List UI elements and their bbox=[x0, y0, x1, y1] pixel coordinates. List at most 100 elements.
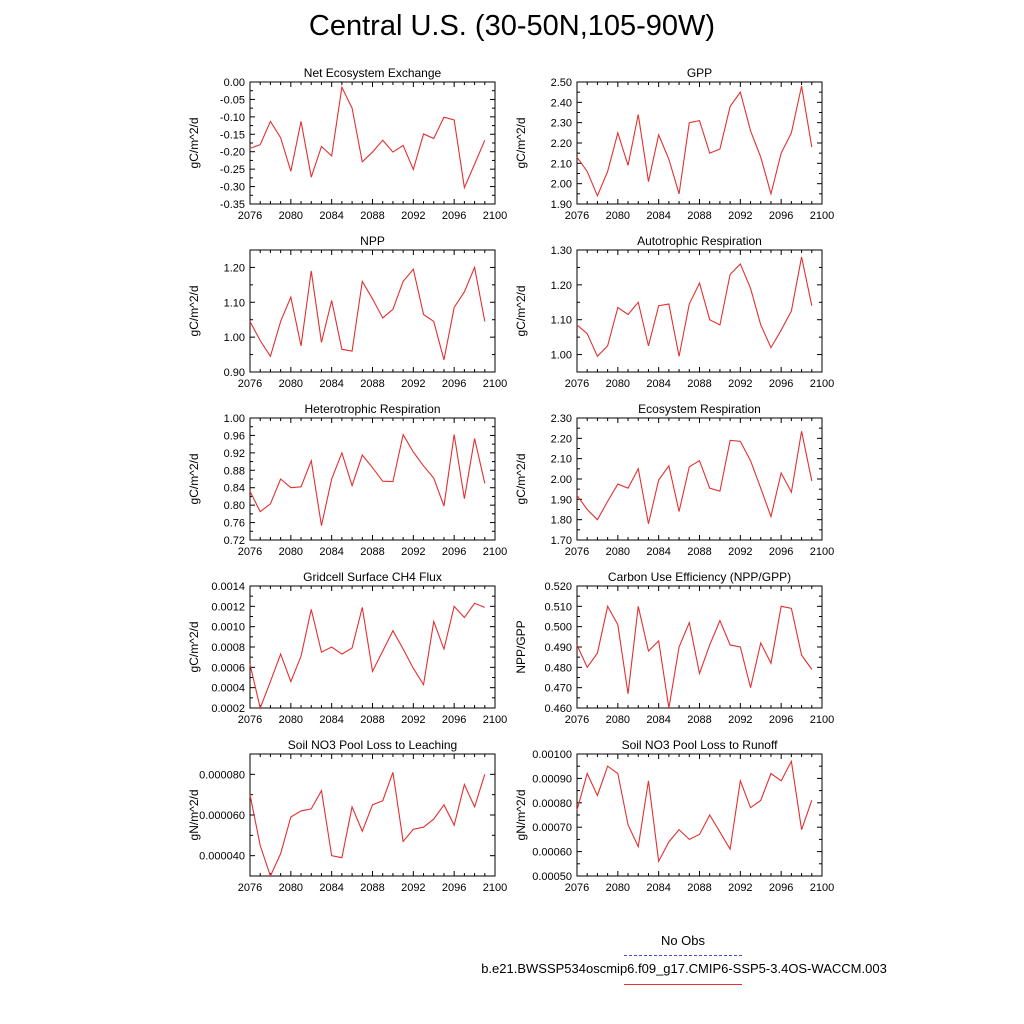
plot-frame bbox=[249, 249, 496, 373]
x-tick-label: 2080 bbox=[606, 210, 630, 222]
x-tick-label: 2084 bbox=[319, 714, 343, 726]
x-tick-label: 2088 bbox=[687, 378, 711, 390]
y-tick-label: 0.88 bbox=[224, 465, 245, 477]
plot-frame bbox=[576, 249, 823, 373]
y-tick-label: 0.76 bbox=[224, 518, 245, 530]
series-line bbox=[576, 256, 813, 358]
y-tick-label: -0.25 bbox=[220, 164, 245, 176]
x-tick-label: 2096 bbox=[442, 378, 466, 390]
x-tick-label: 2080 bbox=[279, 882, 303, 894]
y-tick-label: 0.00070 bbox=[532, 822, 572, 834]
panel-title: Autotrophic Respiration bbox=[637, 234, 762, 248]
panel-title: NPP bbox=[360, 234, 385, 248]
x-tick-label: 2100 bbox=[483, 714, 507, 726]
y-tick-label: 2.20 bbox=[551, 138, 572, 150]
y-tick-label: 2.10 bbox=[551, 454, 572, 466]
x-tick-label: 2088 bbox=[360, 546, 384, 558]
panel-title: GPP bbox=[687, 66, 712, 80]
x-tick-label: 2092 bbox=[401, 546, 425, 558]
plot-frame bbox=[249, 417, 496, 541]
x-tick-label: 2096 bbox=[769, 546, 793, 558]
x-tick-label: 2100 bbox=[483, 378, 507, 390]
y-tick-label: 0.000080 bbox=[199, 769, 245, 781]
panel-0: Net Ecosystem Exchange gC/m^2/d 2076 2080 20… bbox=[187, 66, 507, 222]
figure-title: Central U.S. (30-50N,105-90W) bbox=[308, 10, 716, 42]
panel-1: GPP gC/m^2/d 2076 2080 2084 2088 2092 2096 2100 2… bbox=[514, 66, 834, 222]
y-tick-label: 0.96 bbox=[224, 430, 245, 442]
x-tick-label: 2080 bbox=[279, 378, 303, 390]
panel-4: Heterotrophic Respiration gC/m^2/d 2076 208… bbox=[187, 402, 507, 558]
series-line bbox=[249, 602, 485, 710]
series-line bbox=[576, 85, 813, 198]
x-tick-label: 2096 bbox=[442, 714, 466, 726]
y-axis-label: gC/m^2/d bbox=[187, 454, 201, 505]
y-tick-label: -0.15 bbox=[220, 129, 245, 141]
y-tick-label: 1.30 bbox=[551, 245, 572, 257]
x-tick-label: 2096 bbox=[769, 210, 793, 222]
y-tick-label: 0.0012 bbox=[211, 601, 245, 613]
y-tick-label: 0.0002 bbox=[211, 703, 245, 715]
x-tick-label: 2088 bbox=[687, 882, 711, 894]
y-tick-label: 2.30 bbox=[551, 413, 572, 425]
panel-2: NPP gC/m^2/d 2076 2080 2084 2088 2092 2096 2100 1… bbox=[187, 234, 507, 390]
y-tick-label: 0.00100 bbox=[532, 749, 572, 761]
x-tick-label: 2088 bbox=[360, 882, 384, 894]
panel-7: Carbon Use Efficiency (NPP/GPP) NPP/GPP 20… bbox=[514, 570, 834, 726]
y-axis-label: gN/m^2/d bbox=[187, 790, 201, 841]
plot-frame bbox=[576, 585, 823, 709]
panel-title: Soil NO3 Pool Loss to Leaching bbox=[288, 738, 457, 752]
x-tick-label: 2076 bbox=[238, 714, 262, 726]
series-line bbox=[249, 772, 486, 878]
legend-obs-line bbox=[624, 955, 742, 956]
x-tick-label: 2080 bbox=[279, 210, 303, 222]
x-tick-label: 2084 bbox=[319, 210, 343, 222]
y-tick-label: 0.000060 bbox=[199, 810, 245, 822]
y-tick-label: 1.70 bbox=[551, 535, 572, 547]
y-tick-label: -0.30 bbox=[220, 182, 245, 194]
y-tick-label: 0.460 bbox=[544, 703, 572, 715]
x-tick-label: 2100 bbox=[483, 210, 507, 222]
y-tick-label: -0.05 bbox=[220, 94, 245, 106]
panel-title: Ecosystem Respiration bbox=[638, 402, 761, 416]
y-axis-label: gC/m^2/d bbox=[514, 286, 528, 337]
x-tick-label: 2084 bbox=[319, 546, 343, 558]
y-tick-label: 0.0004 bbox=[211, 683, 245, 695]
legend-obs-label: No Obs bbox=[660, 933, 706, 948]
x-tick-label: 2088 bbox=[360, 210, 384, 222]
x-tick-label: 2096 bbox=[769, 378, 793, 390]
x-tick-label: 2076 bbox=[565, 378, 589, 390]
x-tick-label: 2088 bbox=[360, 378, 384, 390]
plot-frame bbox=[249, 81, 496, 205]
y-tick-label: 1.10 bbox=[224, 297, 245, 309]
y-tick-label: 0.00080 bbox=[532, 798, 572, 810]
y-tick-label: 0.0008 bbox=[211, 642, 245, 654]
x-tick-label: 2092 bbox=[728, 714, 752, 726]
x-tick-label: 2080 bbox=[279, 546, 303, 558]
y-tick-label: 1.80 bbox=[551, 515, 572, 527]
y-tick-label: 0.0010 bbox=[211, 622, 245, 634]
panel-9: Soil NO3 Pool Loss to Runoff gN/m^2/d 2076… bbox=[514, 738, 834, 894]
x-tick-label: 2080 bbox=[606, 546, 630, 558]
plot-frame bbox=[576, 81, 823, 205]
series-line bbox=[576, 759, 813, 864]
x-tick-label: 2092 bbox=[728, 546, 752, 558]
y-tick-label: 0.520 bbox=[544, 581, 572, 593]
x-tick-label: 2080 bbox=[606, 378, 630, 390]
x-tick-label: 2100 bbox=[810, 378, 834, 390]
x-tick-label: 2100 bbox=[810, 714, 834, 726]
x-tick-label: 2076 bbox=[238, 546, 262, 558]
x-tick-label: 2080 bbox=[606, 714, 630, 726]
x-tick-label: 2076 bbox=[565, 882, 589, 894]
y-tick-label: 0.72 bbox=[224, 535, 245, 547]
y-tick-label: 0.0014 bbox=[211, 581, 245, 593]
x-tick-label: 2088 bbox=[687, 210, 711, 222]
y-tick-label: 1.00 bbox=[551, 350, 572, 362]
y-tick-label: 0.00060 bbox=[532, 847, 572, 859]
series-line bbox=[576, 604, 813, 709]
y-tick-label: 2.00 bbox=[551, 179, 572, 191]
y-tick-label: 0.00090 bbox=[532, 773, 572, 785]
x-tick-label: 2088 bbox=[687, 714, 711, 726]
y-tick-label: 2.20 bbox=[551, 433, 572, 445]
y-axis-label: NPP/GPP bbox=[514, 620, 528, 673]
y-tick-label: 0.84 bbox=[224, 483, 245, 495]
